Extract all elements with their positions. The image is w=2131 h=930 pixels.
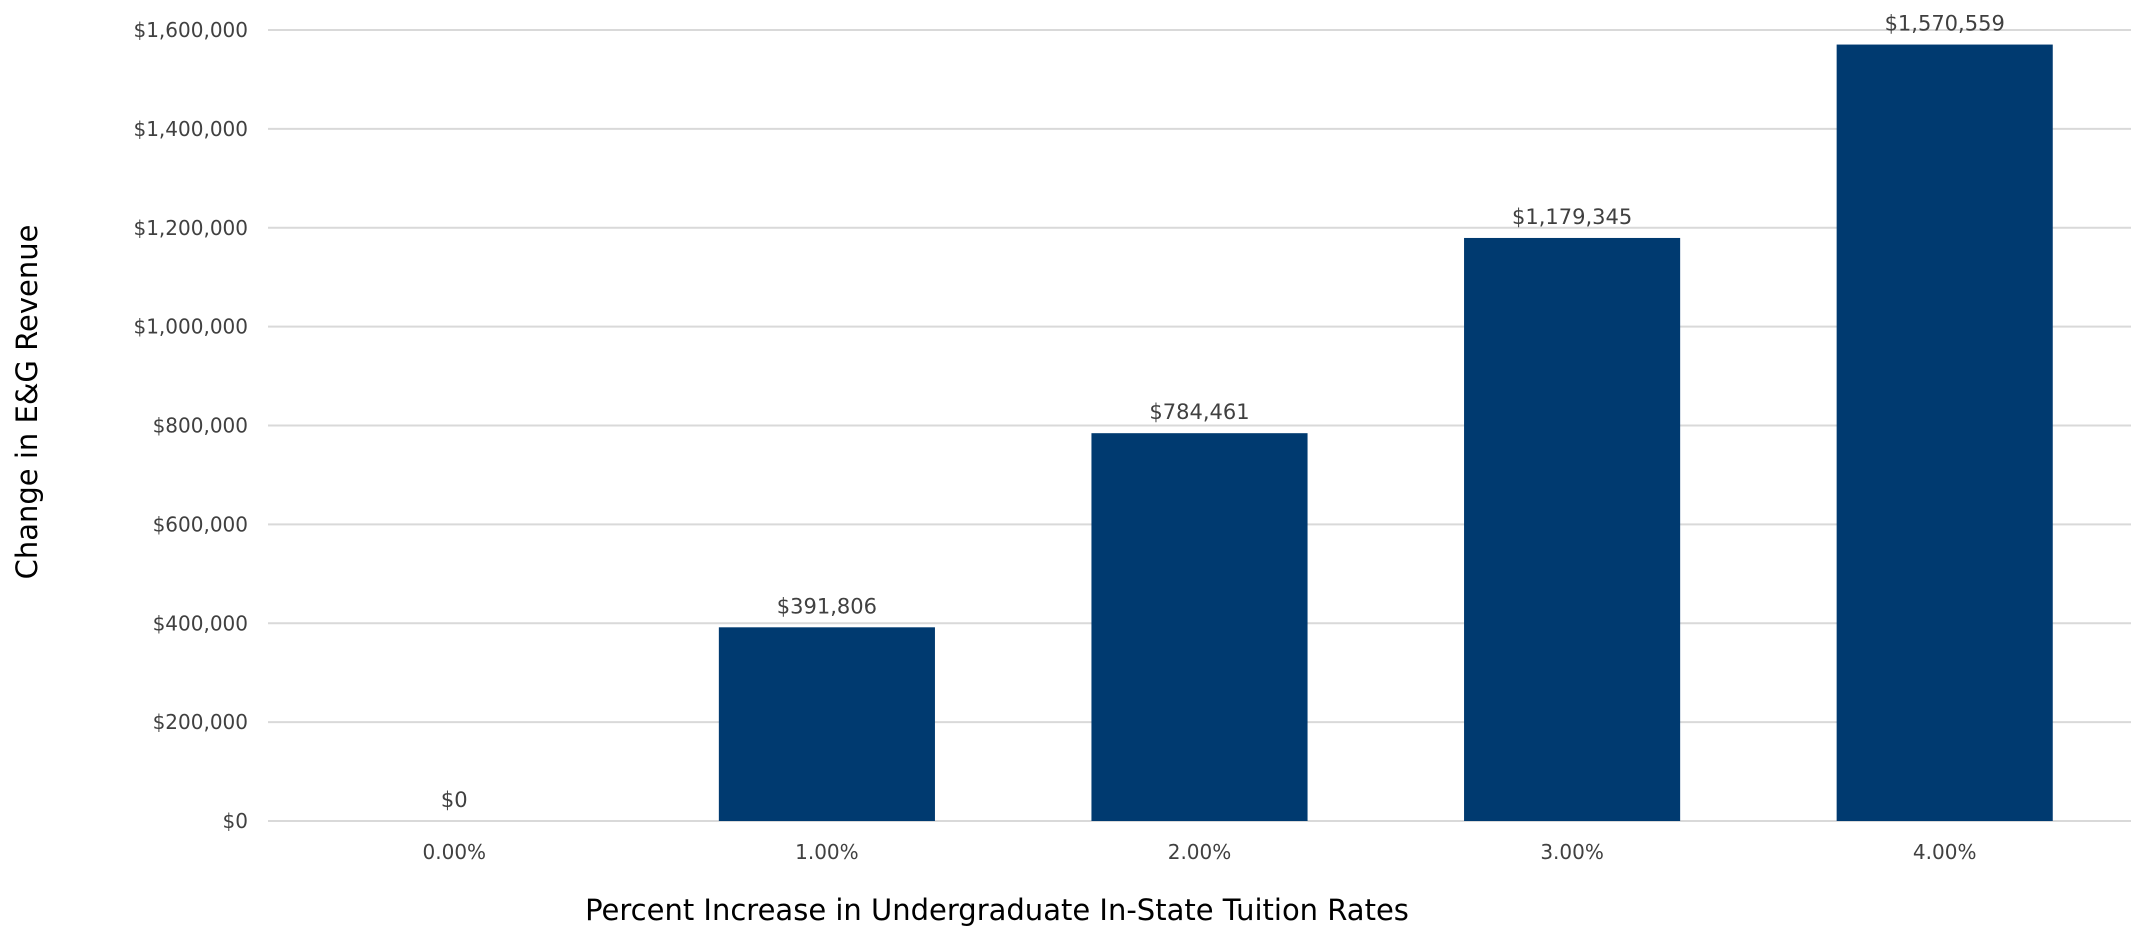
bar: [718, 627, 935, 821]
y-tick-label: $600,000: [153, 512, 248, 536]
bar: [1091, 433, 1308, 821]
data-label: $1,179,345: [1512, 205, 1632, 229]
data-label: $0: [441, 788, 468, 812]
x-tick-label: 0.00%: [423, 840, 487, 864]
x-tick-label: 3.00%: [1540, 840, 1604, 864]
bar: [1464, 237, 1681, 822]
data-label: $391,806: [777, 594, 877, 618]
y-tick-label: $0: [223, 809, 248, 833]
y-tick-label: $800,000: [153, 414, 248, 438]
data-labels: $0 $391,806 $784,461 $1,179,345 $1,570,559: [441, 12, 2005, 812]
y-axis-tick-labels: $0 $200,000 $400,000 $600,000 $800,000 $1,000…: [133, 18, 248, 833]
x-axis-tick-labels: 0.00% 1.00% 2.00% 3.00% 4.00%: [423, 840, 1977, 864]
data-label: $1,570,559: [1885, 12, 2005, 36]
x-tick-label: 4.00%: [1913, 840, 1977, 864]
y-tick-label: $1,400,000: [133, 117, 248, 141]
data-label: $784,461: [1149, 400, 1249, 424]
y-tick-label: $200,000: [153, 710, 248, 734]
x-tick-label: 1.00%: [795, 840, 859, 864]
x-tick-label: 2.00%: [1168, 840, 1232, 864]
y-tick-label: $1,600,000: [133, 18, 248, 42]
y-tick-label: $1,200,000: [133, 216, 248, 240]
y-axis-title: Change in E&G Revenue: [10, 225, 44, 580]
bars: [718, 44, 2053, 822]
y-tick-label: $400,000: [153, 611, 248, 635]
y-tick-label: $1,000,000: [133, 315, 248, 339]
gridlines: [268, 29, 2131, 822]
x-axis-title: Percent Increase in Undergraduate In-Sta…: [585, 893, 1409, 927]
bar: [1836, 44, 2053, 822]
